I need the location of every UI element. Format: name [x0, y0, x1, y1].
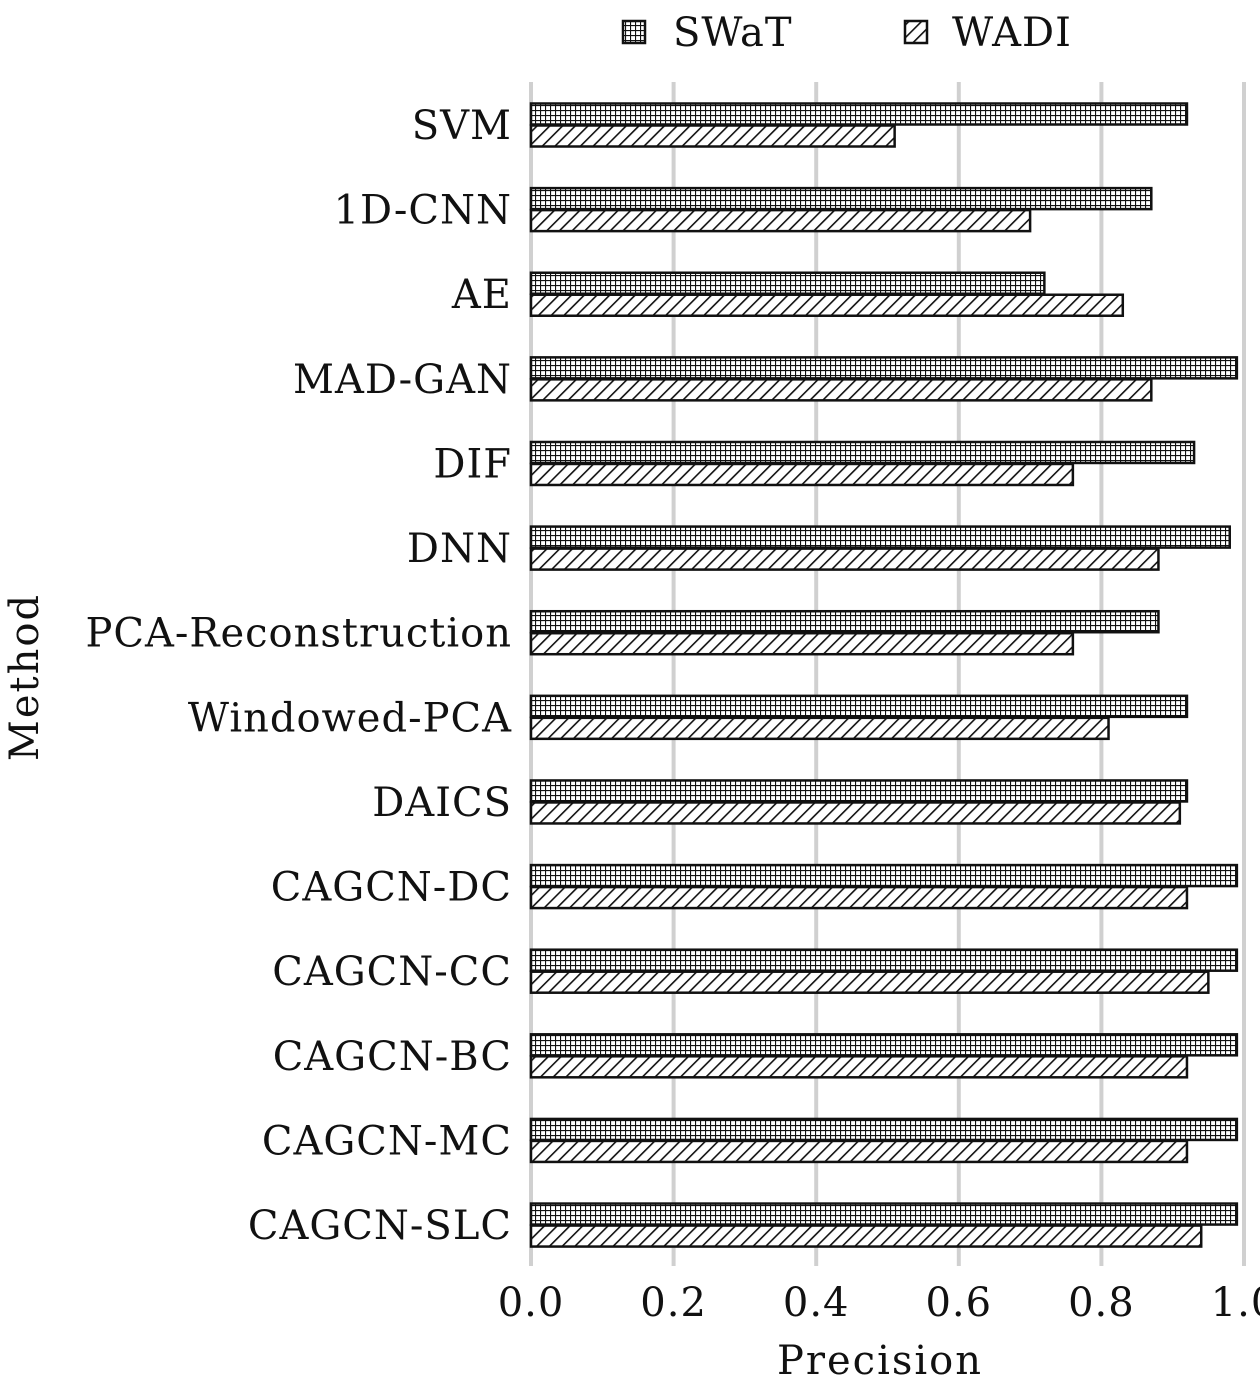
gridlines — [529, 82, 1246, 1266]
x-axis-label: Precision — [777, 1338, 983, 1384]
bar-swat-13 — [529, 1202, 1239, 1226]
y-axis-label: Method — [2, 593, 48, 761]
category-label-5: DNN — [407, 526, 512, 572]
bar-swat-1 — [529, 186, 1153, 211]
category-labels: SVM 1D-CNN AE MAD-GAN DIF DNN PCA-Reconstructi… — [85, 103, 512, 1249]
bar-wadi-2 — [529, 293, 1125, 317]
bar-swat-4 — [529, 440, 1196, 465]
bar-swat-3 — [529, 356, 1239, 380]
bar-swat-9 — [529, 863, 1239, 888]
bar-wadi-4 — [529, 462, 1075, 487]
x-tick-label-1: 0.2 — [640, 1280, 707, 1326]
category-label-11: CAGCN-BC — [273, 1034, 512, 1080]
bar-wadi-5 — [529, 547, 1160, 571]
legend-label-wadi: WADI — [952, 10, 1072, 56]
legend-swatch-wadi — [903, 19, 929, 45]
category-label-4: DIF — [433, 441, 512, 487]
category-label-2: AE — [451, 272, 512, 318]
category-label-7: Windowed-PCA — [188, 695, 512, 741]
bar-swat-11 — [529, 1033, 1239, 1057]
bar-swat-6 — [529, 609, 1160, 634]
bar-wadi-3 — [529, 378, 1153, 402]
category-label-10: CAGCN-CC — [272, 949, 512, 995]
bar-swat-2 — [529, 271, 1046, 295]
bar-swat-7 — [529, 694, 1189, 719]
bars — [529, 102, 1239, 1248]
x-tick-label-4: 0.8 — [1068, 1280, 1135, 1326]
bar-swat-8 — [529, 779, 1189, 803]
bar-swat-10 — [529, 948, 1239, 972]
bar-wadi-0 — [529, 124, 896, 148]
category-label-12: CAGCN-MC — [262, 1118, 512, 1164]
legend: SWaT WADI — [621, 10, 1072, 56]
bar-wadi-10 — [529, 970, 1210, 994]
legend-swatch-swat — [621, 19, 647, 45]
bar-wadi-12 — [529, 1139, 1189, 1164]
category-label-3: MAD-GAN — [293, 357, 512, 403]
x-tick-label-5: 1.0 — [1211, 1280, 1260, 1326]
category-label-0: SVM — [412, 103, 512, 149]
category-label-13: CAGCN-SLC — [248, 1203, 512, 1249]
bar-wadi-9 — [529, 885, 1189, 910]
bar-wadi-1 — [529, 208, 1032, 233]
x-tick-label-2: 0.4 — [783, 1280, 850, 1326]
legend-label-swat: SWaT — [673, 10, 793, 56]
x-tick-label-3: 0.6 — [925, 1280, 992, 1326]
x-tick-labels: 0.0 0.2 0.4 0.6 0.8 1.0 — [498, 1280, 1260, 1326]
bar-wadi-7 — [529, 716, 1110, 741]
bar-wadi-13 — [529, 1224, 1203, 1248]
bar-wadi-6 — [529, 631, 1075, 656]
bar-swat-0 — [529, 102, 1189, 126]
x-tick-label-0: 0.0 — [498, 1280, 565, 1326]
bar-swat-12 — [529, 1117, 1239, 1142]
category-label-8: DAICS — [372, 780, 512, 826]
bar-wadi-8 — [529, 801, 1182, 825]
category-label-1: 1D-CNN — [334, 188, 512, 234]
category-label-6: PCA-Reconstruction — [85, 611, 512, 657]
bar-swat-5 — [529, 525, 1231, 549]
bar-wadi-11 — [529, 1055, 1189, 1079]
category-label-9: CAGCN-DC — [271, 865, 512, 911]
